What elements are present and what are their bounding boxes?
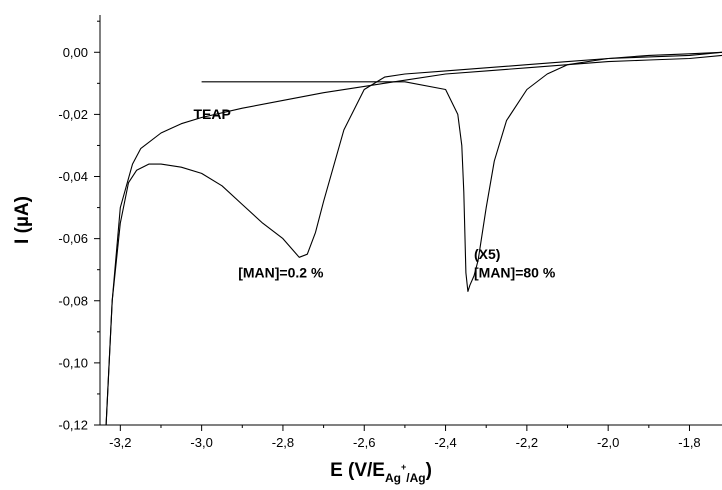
y-tick-label: -0,04: [58, 169, 88, 184]
y-tick-label: -0,08: [58, 293, 88, 308]
y-axis-title: I (µA): [12, 196, 33, 244]
y-tick-label: -0,06: [58, 231, 88, 246]
y-tick-label: -0,10: [58, 355, 88, 370]
series-layer: [105, 51, 722, 426]
y-tick-label: 0,00: [63, 45, 88, 60]
x-tick-label: -2,4: [434, 435, 456, 450]
series-line-1: [105, 54, 722, 426]
x-tick-label: -1,8: [678, 435, 700, 450]
annotation-label: (X5): [474, 246, 500, 262]
series-line-3: [201, 51, 722, 292]
annotation-label: [MAN]=0.2 %: [238, 264, 324, 280]
annotation-label: [MAN]=80 %: [474, 264, 556, 280]
annotation-layer: TEAP [MAN]=0.2 % (X5) [MAN]=80 %: [194, 106, 556, 280]
x-tick-label: -3,0: [190, 435, 212, 450]
x-tick-label: -2,2: [516, 435, 538, 450]
y-tick-label: -0,12: [58, 418, 88, 433]
x-tick-label: -2,0: [597, 435, 619, 450]
annotation-label: TEAP: [194, 106, 231, 122]
x-tick-label: -2,8: [272, 435, 294, 450]
axis-layer: -3,2 -3,0 -2,8 -2,6 -2,4 -2,2 -2,0 -1,8 0,00 -0,0…: [12, 15, 722, 485]
x-axis-title: E (V/EAg+/Ag): [330, 460, 432, 485]
x-tick-label: -3,2: [109, 435, 131, 450]
y-tick-label: -0,02: [58, 107, 88, 122]
x-tick-label: -2,6: [353, 435, 375, 450]
series-line-2: [105, 51, 722, 426]
